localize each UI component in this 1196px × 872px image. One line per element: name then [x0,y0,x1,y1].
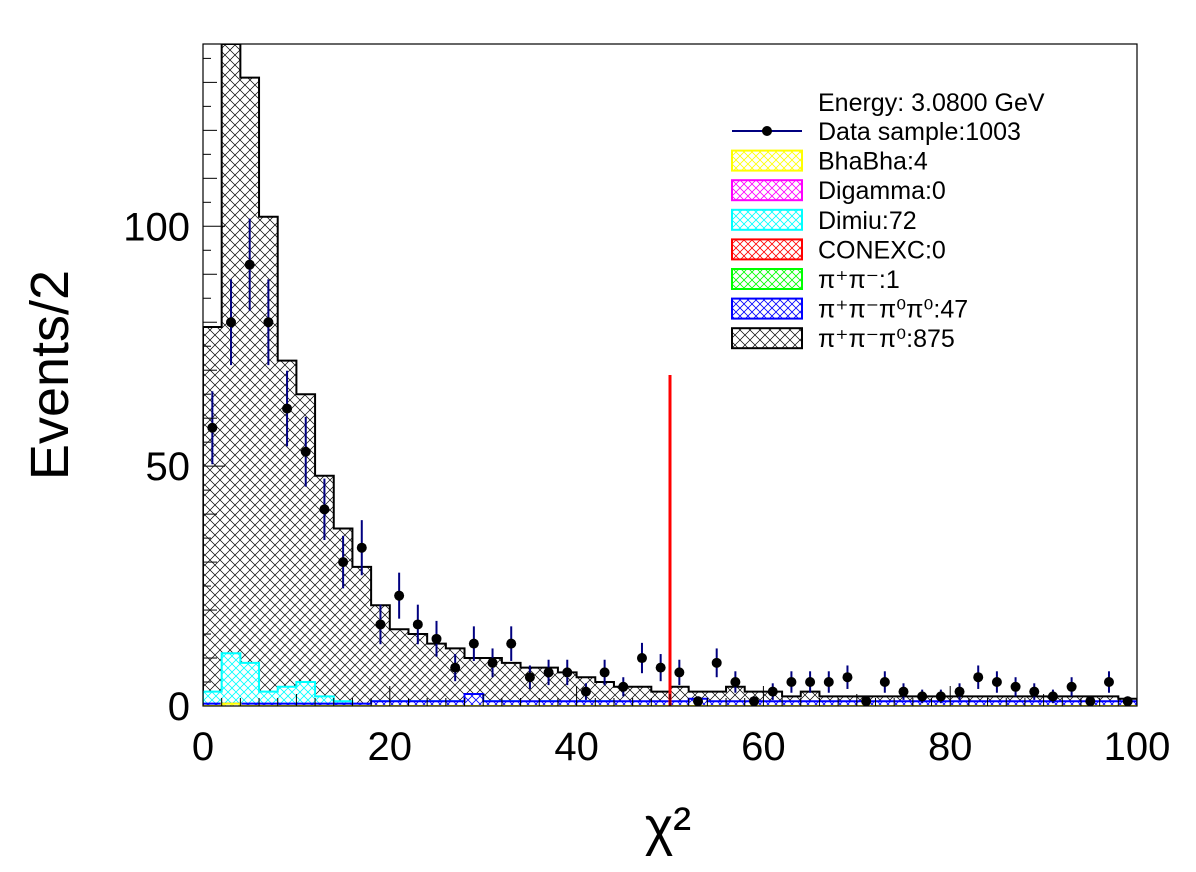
legend-swatch [731,208,803,231]
legend-swatch [731,238,803,261]
data-point [1029,686,1040,697]
data-point [300,446,311,457]
legend-label: π⁺π⁻π⁰π⁰:47 [818,296,968,324]
data-point [636,653,647,664]
data-point [954,686,965,697]
data-point [599,667,610,678]
data-point [767,686,778,697]
data-point [1010,681,1021,692]
legend-label: Dimiu:72 [818,207,917,235]
data-point [693,696,704,706]
legend-label: Data sample:1003 [818,118,1021,146]
data-point [842,672,853,683]
plot-area [203,44,1137,706]
legend-label: Digamma:0 [818,177,946,205]
data-point [730,677,741,688]
legend-swatch [731,179,803,202]
data-point [356,542,367,553]
data-point [805,677,816,688]
data-point [506,638,517,649]
data-point [618,681,629,692]
series-1-fill [203,694,1137,706]
data-point [375,619,386,630]
data-point [580,686,591,697]
data-point [1066,681,1077,692]
x-tick-label: 60 [741,725,786,769]
legend-swatch [731,268,803,290]
data-point [487,657,498,668]
data-point [543,667,554,678]
data-point [562,667,573,678]
x-tick-label: 80 [928,725,973,769]
data-point [450,662,461,673]
y-tick-label: 100 [123,205,190,249]
y-axis-title: Events/2 [20,270,80,480]
data-point [263,317,274,328]
data-point [711,657,722,668]
x-tick-label: 40 [554,725,599,769]
data-point [973,672,984,683]
legend-swatch [731,327,803,350]
data-point [412,619,423,630]
data-point [823,677,834,688]
data-point [1047,691,1058,702]
data-point [431,633,442,644]
data-point [898,686,909,697]
y-tick-label: 50 [146,445,191,489]
data-point [468,638,479,649]
data-point [935,691,946,702]
legend-label: π⁺π⁻:1 [818,266,900,294]
data-point [674,667,685,678]
data-point [244,259,255,270]
data-point [282,403,293,414]
data-point [861,696,872,706]
data-point [524,672,535,683]
data-point [394,590,405,601]
data-point [1103,677,1114,688]
data-point [786,677,797,688]
data-point [1085,696,1096,706]
legend-label: CONEXC:0 [818,236,946,264]
data-point [917,691,928,702]
data-point [991,677,1002,688]
x-tick-label: 20 [368,725,413,769]
data-point [319,504,330,515]
series-1-outline [203,693,1137,706]
y-tick-label: 0 [168,685,190,729]
data-point [1122,696,1133,706]
data-point [207,422,218,433]
axes: 0 20 40 60 80 100 0 50 100 [123,43,1171,769]
data-point [655,662,666,673]
x-axis-title: χ² [645,797,691,857]
stack-total-fill [203,44,1137,706]
legend-header: Energy: 3.0800 GeV [818,89,1045,117]
data-point [749,696,760,706]
x-tick-label: 0 [192,725,214,769]
data-point [338,557,349,568]
legend-label: BhaBha:4 [818,148,928,176]
legend-swatch [731,149,803,172]
data-point [879,677,890,688]
x-tick-label: 100 [1104,725,1171,769]
data-point [226,317,237,328]
legend-label: π⁺π⁻π⁰:875 [818,325,955,353]
legend-swatch [731,297,803,320]
legend-marker-dot [762,126,772,136]
